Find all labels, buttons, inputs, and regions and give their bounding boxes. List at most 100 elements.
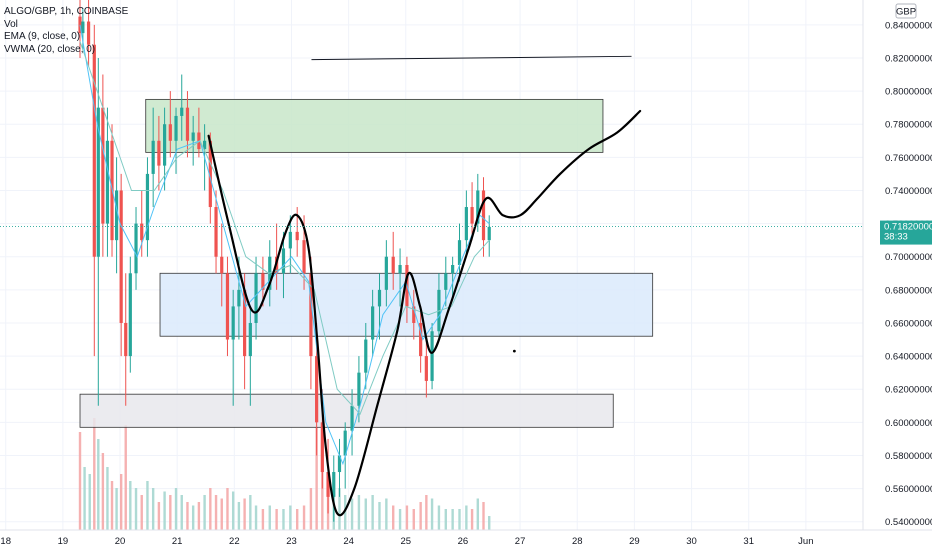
candle bbox=[412, 289, 416, 340]
candle bbox=[371, 289, 375, 357]
volume-bar bbox=[220, 498, 223, 530]
date-tick-label: 18 bbox=[0, 536, 11, 547]
candle-body bbox=[203, 140, 207, 150]
price-tick-label: 0.74000000 bbox=[885, 186, 932, 197]
volume-bar bbox=[451, 509, 454, 530]
price-tick-label: 0.70000000 bbox=[885, 252, 932, 263]
candle-body bbox=[140, 223, 144, 241]
candle bbox=[451, 256, 455, 299]
candle-body bbox=[481, 190, 486, 241]
price-tick-label: 0.68000000 bbox=[885, 285, 932, 296]
date-axis[interactable]: 18 19 20 21 22 23 24 25 26 27 28 29 30 31 Jun bbox=[0, 536, 813, 547]
candle-body bbox=[320, 422, 324, 473]
symbol-title[interactable]: ALGO/GBP, 1h, COINBASE bbox=[4, 6, 129, 17]
volume-bar bbox=[302, 505, 306, 530]
candle-body bbox=[96, 107, 100, 257]
ema-line bbox=[79, 24, 490, 466]
legend-vwma[interactable]: VWMA (20, close, 0) bbox=[4, 43, 96, 55]
candle-body bbox=[180, 107, 184, 116]
volume-bar bbox=[78, 432, 82, 530]
candle-body bbox=[248, 322, 252, 357]
volume-bar bbox=[338, 488, 341, 530]
resistance-zone[interactable] bbox=[145, 98, 604, 153]
price-tick-label: 0.78000000 bbox=[885, 120, 932, 131]
volume-bar bbox=[169, 495, 172, 530]
candle-body bbox=[105, 140, 110, 224]
volume-bar bbox=[151, 488, 155, 530]
volume-bar bbox=[180, 495, 183, 530]
volume-bar bbox=[476, 498, 479, 530]
drawings[interactable] bbox=[0, 55, 863, 517]
volume-bar bbox=[110, 481, 114, 530]
currency-badge[interactable]: GBP bbox=[895, 3, 917, 19]
date-tick-label: 31 bbox=[743, 536, 754, 547]
candle bbox=[128, 256, 132, 373]
candle-body bbox=[288, 231, 292, 249]
volume-bar bbox=[129, 481, 132, 530]
candle bbox=[332, 455, 336, 522]
volume-bar bbox=[97, 439, 100, 530]
candle-body bbox=[430, 331, 434, 381]
volume-bar bbox=[437, 505, 441, 530]
volume-bar bbox=[385, 498, 388, 530]
volume-bar bbox=[237, 502, 241, 530]
candle bbox=[350, 389, 354, 456]
candle bbox=[430, 322, 434, 390]
candle-body bbox=[309, 273, 313, 357]
candle-body bbox=[464, 207, 468, 241]
candle-body bbox=[261, 273, 265, 290]
date-tick-label: 26 bbox=[458, 536, 469, 547]
candle-body bbox=[124, 322, 128, 357]
vwma-line bbox=[79, 41, 490, 416]
volume-bar bbox=[392, 505, 395, 530]
candle-body bbox=[412, 306, 416, 323]
candle bbox=[220, 223, 224, 307]
price-tick-label: 0.80000000 bbox=[885, 87, 932, 98]
candle-body bbox=[92, 44, 96, 257]
candle bbox=[444, 256, 448, 307]
price-axis[interactable]: 0.84000000 0.82000000 0.80000000 0.78000000… bbox=[885, 20, 932, 528]
candle-body bbox=[119, 190, 123, 323]
legend-ema[interactable]: EMA (9, close, 0) bbox=[4, 31, 81, 42]
volume-bar bbox=[405, 505, 409, 530]
candles bbox=[78, 0, 491, 522]
candle bbox=[457, 223, 462, 282]
candle bbox=[119, 173, 123, 357]
date-tick-label: 29 bbox=[629, 536, 640, 547]
trend-line bbox=[311, 55, 632, 61]
last-price-value: 0.71820000 bbox=[884, 222, 932, 233]
candle bbox=[309, 256, 313, 390]
volume-bar bbox=[191, 505, 195, 530]
volume-bar bbox=[412, 509, 415, 530]
volume-bar bbox=[350, 498, 354, 530]
candle-body bbox=[231, 306, 235, 340]
candle bbox=[384, 240, 388, 307]
candle bbox=[288, 215, 292, 274]
candle bbox=[124, 273, 128, 406]
volume-bar bbox=[465, 505, 468, 530]
volume-bar bbox=[174, 488, 178, 530]
candle-body bbox=[357, 372, 361, 406]
volume-bar bbox=[163, 491, 166, 530]
volume-bar bbox=[140, 495, 143, 530]
candle-body bbox=[191, 132, 195, 141]
volume-bar bbox=[203, 495, 206, 530]
candle-body bbox=[391, 256, 395, 274]
candle-body bbox=[337, 455, 342, 473]
candle bbox=[96, 57, 100, 406]
candle bbox=[180, 74, 184, 141]
legend-vol[interactable]: Vol bbox=[4, 18, 18, 30]
volume-bar bbox=[282, 509, 285, 530]
countdown: 38:33 bbox=[884, 232, 908, 243]
volume-bar bbox=[344, 495, 347, 530]
candle bbox=[326, 438, 330, 514]
date-tick-label: 19 bbox=[58, 536, 69, 547]
volume-bar bbox=[115, 488, 118, 530]
volume-bar bbox=[93, 418, 96, 530]
candle-body bbox=[444, 273, 448, 290]
volume-bar bbox=[398, 509, 402, 530]
candle-body bbox=[243, 289, 247, 357]
volume-bar bbox=[214, 495, 218, 530]
projection-path bbox=[207, 109, 642, 517]
